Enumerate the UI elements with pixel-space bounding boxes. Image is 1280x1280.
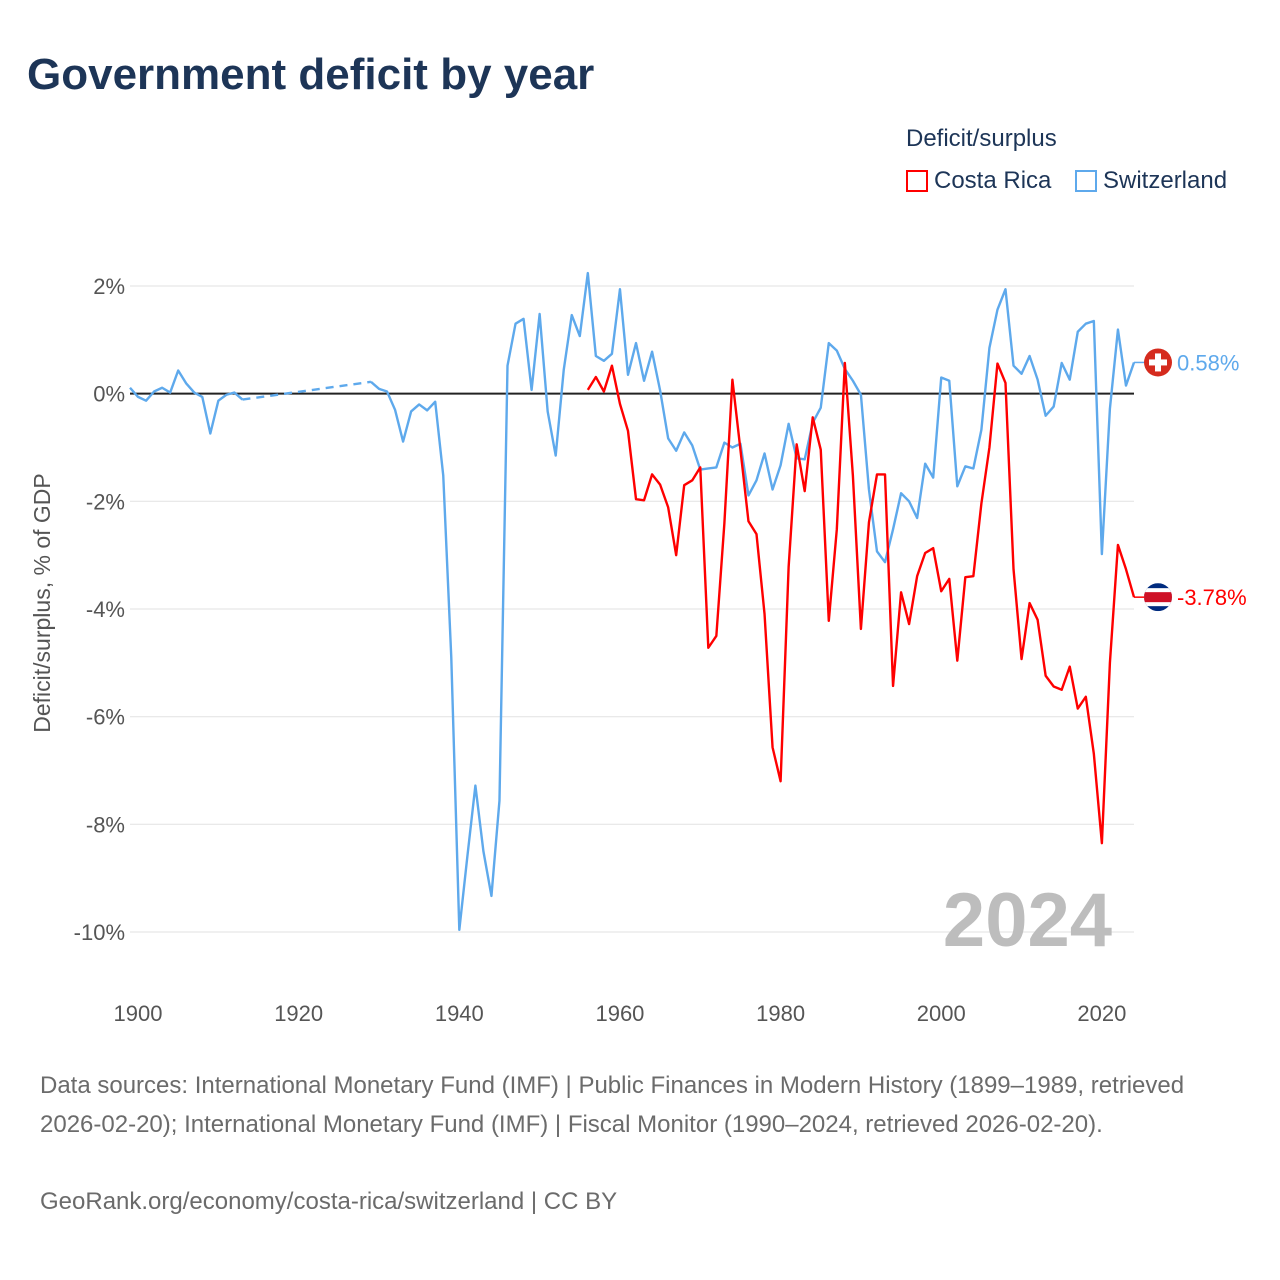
series-line-switzerland [370,271,1136,932]
legend-swatch-switzerland [1075,170,1097,192]
series-line-switzerland [129,369,244,435]
legend-label: Costa Rica [934,167,1052,194]
x-tick-label: 2020 [1077,1001,1126,1026]
end-label-switzerland: 0.58% [1177,350,1239,375]
legend-label: Switzerland [1103,167,1228,194]
x-tick-label: 1960 [595,1001,644,1026]
end-label-costa-rica: -3.78% [1177,585,1247,610]
y-tick-label: -4% [86,597,125,622]
y-axis-label: Deficit/surplus, % of GDP [29,473,55,732]
legend-item-switzerland[interactable]: Switzerland [1075,167,1227,195]
legend-title: Deficit/surplus [906,125,1057,152]
x-tick-label: 2000 [917,1001,966,1026]
x-tick-label: 1920 [274,1001,323,1026]
line-chart: 2% 0% -2% -4% -6% -8% -10% 1900 1920 1940 1960 198… [29,271,1247,1026]
y-tick-label: -6% [86,705,125,730]
series-end-labels: 0.58% -3.78% [1134,348,1247,612]
series-lines [129,271,1136,932]
x-axis-ticks: 1900 1920 1940 1960 1980 2000 2020 [114,1001,1127,1026]
legend-swatch-costa-rica [906,170,928,192]
credit-link[interactable]: GeoRank.org/economy/costa-rica/switzerla… [40,1188,618,1215]
data-sources: Data sources: International Monetary Fun… [40,1072,1185,1138]
y-tick-label: -10% [74,920,125,945]
x-tick-label: 1940 [435,1001,484,1026]
gridlines [130,285,1134,933]
costa-rica-flag-icon [1144,583,1172,612]
y-tick-label: -8% [86,812,125,837]
chart-title: Government deficit by year [27,50,595,99]
y-axis-ticks: 2% 0% -2% -4% -6% -8% -10% [74,274,125,945]
series-line-costa-rica [586,361,1136,845]
y-tick-label: 2% [93,274,125,299]
series-gap-switzerland [242,380,372,401]
y-tick-label: 0% [93,382,125,407]
switzerland-flag-icon [1144,348,1172,377]
year-watermark: 2024 [943,878,1112,963]
x-tick-label: 1900 [114,1001,163,1026]
legend-item-costa-rica[interactable]: Costa Rica [906,167,1051,195]
y-tick-label: -2% [86,489,125,514]
x-tick-label: 1980 [756,1001,805,1026]
